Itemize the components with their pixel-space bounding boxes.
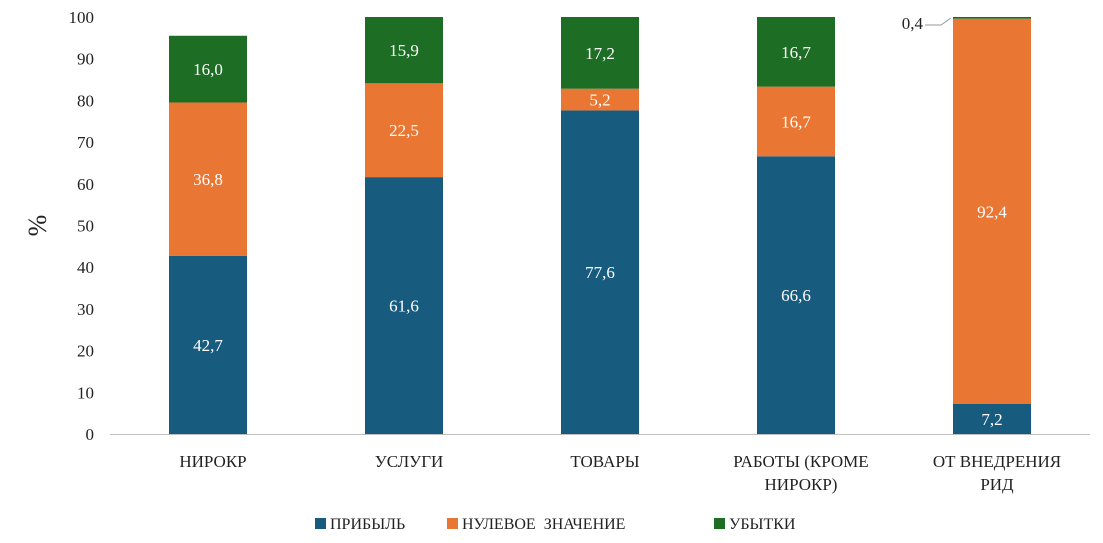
data-label: 17,2 [585, 44, 615, 63]
data-label: 16,7 [781, 112, 811, 131]
y-axis: 0 10 20 30 40 50 60 70 80 90 100 [69, 8, 95, 444]
x-tick-label: РИД [980, 475, 1014, 494]
bar-segment [169, 102, 247, 256]
legend: ПРИБЫЛЬ НУЛЕВОЕ ЗНАЧЕНИЕ УБЫТКИ [315, 516, 796, 533]
data-label: 7,2 [981, 410, 1002, 429]
bar-segment [169, 35, 247, 103]
data-label: 5,2 [589, 91, 610, 110]
bar-segment [953, 403, 1031, 434]
legend-swatch [447, 518, 458, 529]
x-tick-label: ОТ ВНЕДРЕНИЯ [933, 452, 1061, 471]
y-tick-label: 80 [77, 91, 94, 110]
y-tick-label: 60 [77, 175, 94, 194]
y-tick-label: 0 [86, 425, 95, 444]
y-axis-label: % [23, 215, 52, 237]
x-tick-label: УСЛУГИ [375, 452, 444, 471]
x-tick-label: НИРОКР) [765, 475, 838, 494]
bars [169, 17, 1031, 435]
legend-label: ПРИБЫЛЬ [330, 516, 405, 533]
x-tick-label: ТОВАРЫ [570, 452, 639, 471]
bar-segment [561, 110, 639, 435]
data-label: 22,5 [389, 121, 419, 140]
data-label: 42,7 [193, 336, 223, 355]
x-axis: НИРОКР УСЛУГИ ТОВАРЫ РАБОТЫ (КРОМЕ НИРОКР) ОТ… [179, 452, 1061, 494]
legend-label: УБЫТКИ [729, 516, 796, 533]
x-tick-label: РАБОТЫ (КРОМЕ [733, 452, 868, 471]
bar-segment [365, 177, 443, 435]
data-label: 0,4 [902, 14, 924, 33]
y-tick-label: 40 [77, 258, 94, 277]
data-label: 66,6 [781, 286, 811, 305]
bar-segment [561, 17, 639, 89]
callout-leader-line [925, 17, 952, 26]
y-tick-label: 90 [77, 50, 94, 69]
bar-segment [953, 17, 1031, 19]
bar-segment [169, 255, 247, 434]
bar-segment [757, 86, 835, 157]
legend-label: НУЛЕВОЕ ЗНАЧЕНИЕ [462, 516, 625, 533]
y-tick-label: 30 [77, 300, 94, 319]
bar-segment [365, 17, 443, 84]
y-tick-label: 10 [77, 383, 94, 402]
bar-segment [757, 17, 835, 87]
legend-swatch [315, 518, 326, 529]
data-labels: 42,7 36,8 16,0 61,6 22,5 15,9 77,6 5,2 17,2 66,6 1… [193, 14, 1007, 429]
data-label: 16,7 [781, 43, 811, 62]
data-label: 77,6 [585, 263, 615, 282]
data-label: 61,6 [389, 297, 419, 316]
bar-segment [953, 18, 1031, 404]
y-tick-label: 50 [77, 217, 94, 236]
bar-segment [365, 83, 443, 178]
x-tick-label: НИРОКР [179, 452, 246, 471]
data-label: 36,8 [193, 170, 223, 189]
legend-swatch [714, 518, 725, 529]
bar-segment [757, 156, 835, 434]
y-tick-label: 70 [77, 133, 94, 152]
bar-segment [561, 88, 639, 111]
y-tick-label: 100 [69, 8, 95, 27]
y-tick-label: 20 [77, 342, 94, 361]
data-label: 16,0 [193, 60, 223, 79]
data-label: 92,4 [977, 202, 1007, 221]
data-label: 15,9 [389, 41, 419, 60]
